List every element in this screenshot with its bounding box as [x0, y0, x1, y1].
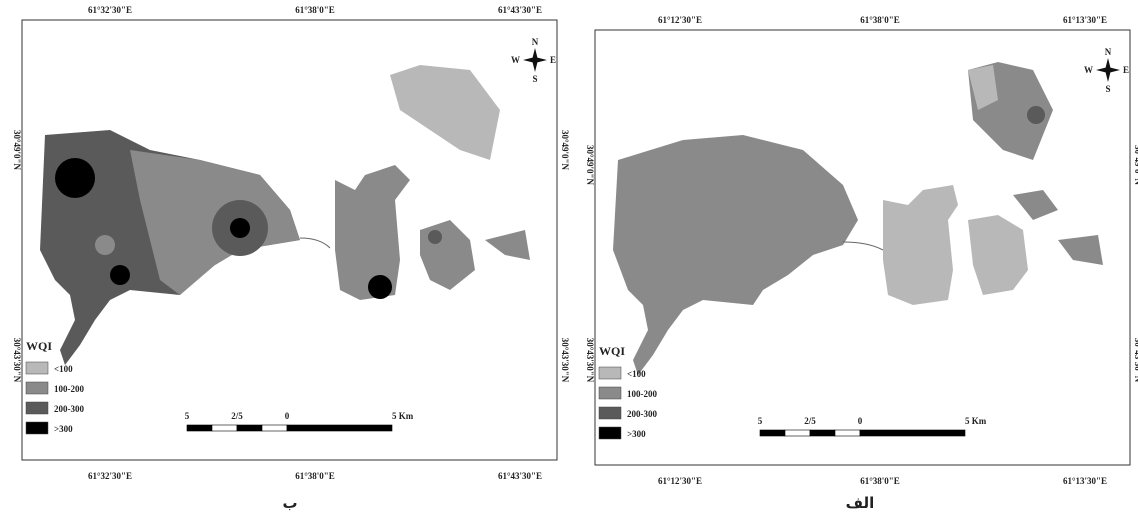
legend-swatch [598, 406, 622, 420]
lon-label: 61°13'30"E [1063, 476, 1107, 486]
legend-swatch [25, 401, 49, 415]
compass-label: E [550, 55, 556, 65]
island [390, 65, 500, 160]
scale-label: 0 [285, 411, 290, 421]
map-panel [40, 65, 530, 365]
scale-label: 2/5 [231, 411, 243, 421]
lat-label: 30°49'0"N [585, 145, 595, 186]
scale-bar [809, 429, 836, 437]
island [883, 185, 958, 305]
lon-label: 61°32'30"E [88, 5, 132, 15]
compass-label: S [532, 74, 537, 84]
legend-label: 200-300 [627, 409, 657, 419]
compass-label: W [511, 55, 520, 65]
legend-title: WQI [26, 339, 52, 353]
island [1013, 190, 1058, 220]
legend-label: 100-200 [54, 384, 84, 394]
scale-bar [286, 424, 393, 432]
compass-label: E [1123, 65, 1129, 75]
lon-label: 61°38'0"E [860, 476, 900, 486]
legend-label: <100 [627, 369, 646, 379]
legend-swatch [25, 361, 49, 375]
legend-label: >300 [54, 424, 73, 434]
scale-bar [211, 424, 238, 432]
zone [110, 265, 130, 285]
legend-label: >300 [627, 429, 646, 439]
compass-label: S [1105, 84, 1110, 94]
lat-label: 30°43'30"N [585, 338, 595, 383]
compass-label: W [1084, 65, 1093, 75]
scale-label: 5 Km [965, 416, 987, 426]
lon-label: 61°43'30"E [498, 5, 542, 15]
lon-label: 61°38'0"E [295, 471, 335, 481]
legend-label: 200-300 [54, 404, 84, 414]
lat-label: 30°49'0"N [560, 130, 570, 171]
compass-label: N [532, 37, 539, 47]
channel [842, 241, 884, 251]
zone [230, 218, 250, 238]
scale-label: 0 [858, 416, 863, 426]
lat-label: 30°43'30"N [1133, 338, 1138, 383]
scale-bar [859, 429, 966, 437]
legend-swatch [598, 426, 622, 440]
scale-bar [261, 424, 288, 432]
legend-swatch [25, 421, 49, 435]
lon-label: 61°32'30"E [88, 471, 132, 481]
zone [968, 65, 998, 110]
lat-label: 30°49'0"N [12, 130, 22, 171]
lake [613, 135, 858, 375]
zone [428, 230, 442, 244]
panel-caption: الف [846, 494, 875, 512]
compass-label: N [1105, 47, 1112, 57]
zone [55, 158, 95, 198]
lon-label: 61°43'30"E [498, 471, 542, 481]
legend-label: 100-200 [627, 389, 657, 399]
compass [1096, 58, 1120, 82]
island [335, 165, 410, 300]
scale-label: 2/5 [804, 416, 816, 426]
scale-label: 5 Km [392, 411, 414, 421]
panel-caption: ب [282, 494, 297, 512]
scale-bar [784, 429, 811, 437]
lat-label: 30°49'0"N [1133, 145, 1138, 186]
scale-label: 5 [185, 411, 190, 421]
lon-label: 61°38'0"E [295, 5, 335, 15]
map-panel [613, 62, 1103, 375]
legend-label: <100 [54, 364, 73, 374]
map-frame [594, 29, 1131, 466]
lat-label: 30°43'30"N [560, 338, 570, 383]
legend-title: WQI [599, 344, 625, 358]
map-frame [21, 19, 558, 461]
island [968, 215, 1028, 295]
scale-bar [834, 429, 861, 437]
lon-label: 61°13'30"E [1063, 15, 1107, 25]
legend-swatch [598, 366, 622, 380]
zone [1027, 106, 1045, 124]
lat-label: 30°43'30"N [12, 338, 22, 383]
island [1058, 235, 1103, 265]
lon-label: 61°12'30"E [658, 476, 702, 486]
lon-label: 61°12'30"E [658, 15, 702, 25]
scale-label: 5 [758, 416, 763, 426]
legend-swatch [598, 386, 622, 400]
zone [368, 275, 392, 299]
island [485, 230, 530, 260]
lon-label: 61°38'0"E [860, 15, 900, 25]
scale-bar [759, 429, 786, 437]
compass [523, 48, 547, 72]
zone [95, 235, 115, 255]
island [420, 220, 475, 290]
scale-bar [236, 424, 263, 432]
scale-bar [186, 424, 213, 432]
channel [299, 237, 331, 249]
legend-swatch [25, 381, 49, 395]
